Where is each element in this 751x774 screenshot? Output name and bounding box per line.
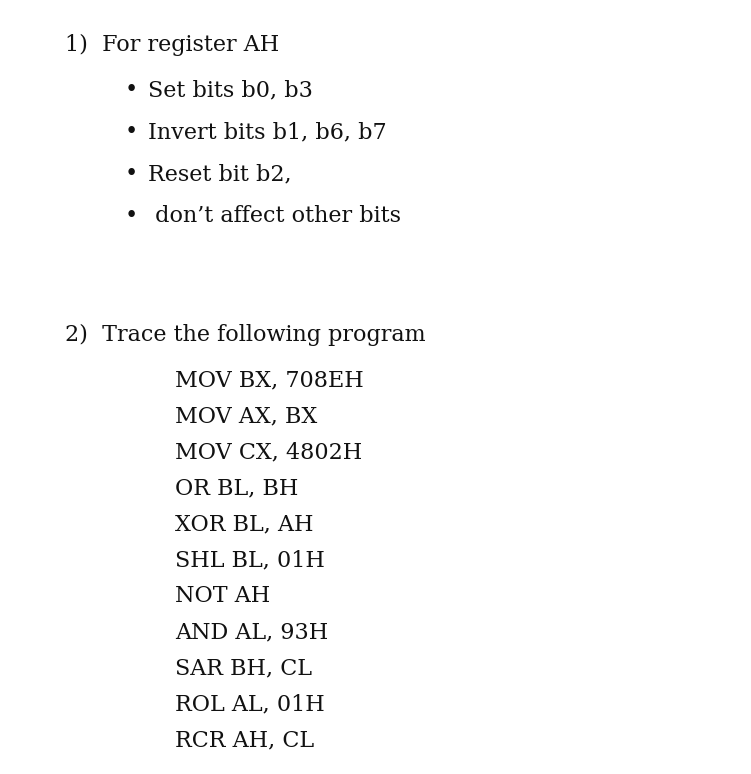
Text: SAR BH, CL: SAR BH, CL (175, 657, 312, 679)
Text: MOV AX, BX: MOV AX, BX (175, 405, 317, 427)
Text: •: • (125, 79, 138, 101)
Text: MOV BX, 708EH: MOV BX, 708EH (175, 369, 363, 391)
Text: XOR BL, AH: XOR BL, AH (175, 513, 313, 535)
Text: ROL AL, 01H: ROL AL, 01H (175, 693, 324, 715)
Text: MOV CX, 4802H: MOV CX, 4802H (175, 441, 362, 463)
Text: •: • (125, 205, 138, 227)
Text: Invert bits b1, b6, b7: Invert bits b1, b6, b7 (148, 121, 387, 143)
Text: •: • (125, 121, 138, 143)
Text: NOT AH: NOT AH (175, 585, 270, 607)
Text: Reset bit b2,: Reset bit b2, (148, 163, 291, 185)
Text: AND AL, 93H: AND AL, 93H (175, 621, 328, 643)
Text: SHL BL, 01H: SHL BL, 01H (175, 549, 325, 571)
Text: OR BL, BH: OR BL, BH (175, 477, 298, 499)
Text: Set bits b0, b3: Set bits b0, b3 (148, 79, 313, 101)
Text: 2)  Trace the following program: 2) Trace the following program (65, 324, 426, 346)
Text: •: • (125, 163, 138, 185)
Text: 1)  For register AH: 1) For register AH (65, 34, 279, 56)
Text: RCR AH, CL: RCR AH, CL (175, 729, 314, 751)
Text: don’t affect other bits: don’t affect other bits (148, 205, 401, 227)
